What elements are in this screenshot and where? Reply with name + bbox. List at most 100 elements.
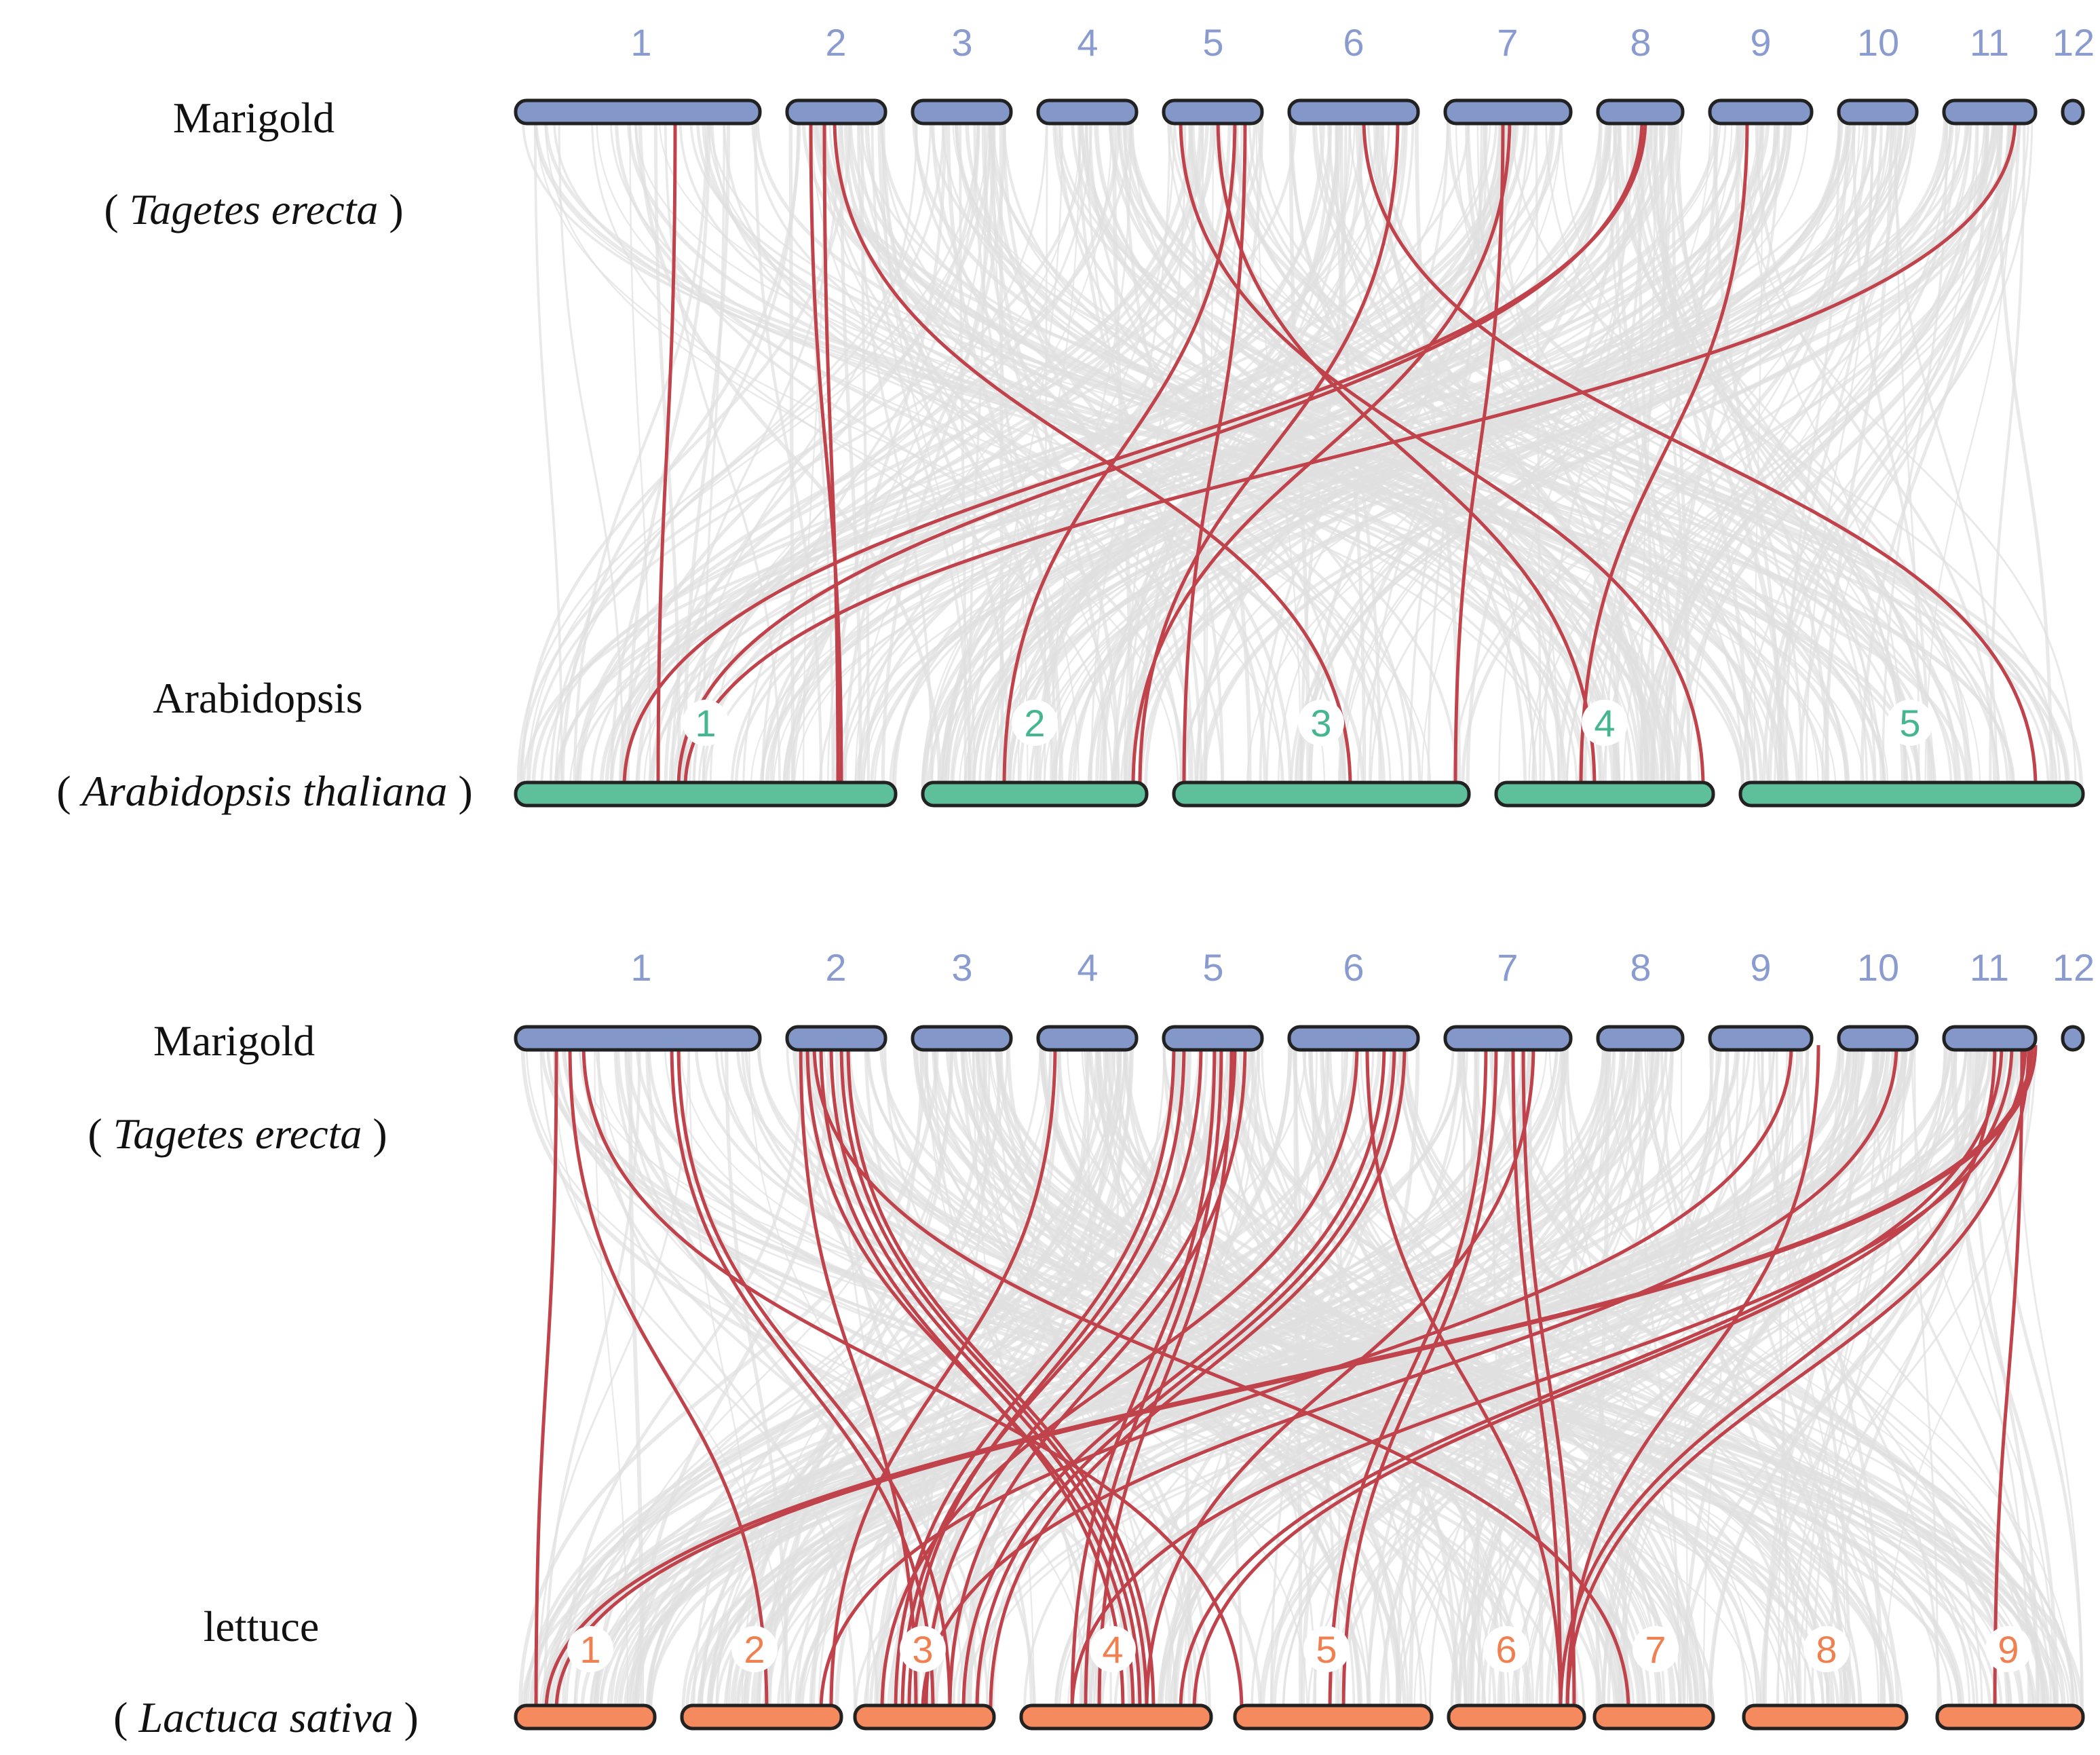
marigold-chromosome-label: 7 bbox=[1497, 21, 1518, 64]
background-link bbox=[693, 118, 1082, 788]
highlighted-synteny-links bbox=[622, 118, 2038, 788]
marigold-chromosome-9 bbox=[1708, 98, 1814, 126]
background-link bbox=[1301, 1044, 1420, 1711]
background-link bbox=[786, 118, 1213, 788]
background-link bbox=[1259, 1044, 1981, 1711]
highlighted-link bbox=[1511, 1044, 1563, 1711]
background-link bbox=[921, 118, 1850, 788]
highlighted-link bbox=[833, 118, 1352, 788]
chromosome-label-backdrop bbox=[567, 1626, 613, 1672]
highlighted-link bbox=[1362, 118, 2038, 788]
background-link bbox=[560, 118, 801, 788]
bottom-chromosome-5 bbox=[1233, 1703, 1434, 1731]
chromosome-label-backdrop bbox=[1803, 1626, 1850, 1672]
highlighted-link bbox=[880, 1044, 1359, 1711]
highlighted-link bbox=[622, 118, 1647, 788]
background-link bbox=[1528, 118, 1860, 788]
marigold-chromosomes: 1 2 3 4 5 6 7 8 9 10 11 12 bbox=[514, 21, 2095, 126]
marigold-chromosome-3 bbox=[911, 1025, 1013, 1052]
chromosome-label-backdrop bbox=[1985, 1626, 2031, 1672]
background-link bbox=[1017, 118, 1081, 788]
background-link bbox=[881, 118, 996, 788]
highlighted-link bbox=[1002, 118, 1237, 788]
bottom-chromosome-label: 1 bbox=[579, 1628, 600, 1671]
background-link bbox=[1294, 118, 1763, 788]
bottom-chromosome-3 bbox=[1172, 780, 1471, 808]
background-link bbox=[1635, 118, 1932, 788]
marigold-chromosome-label: 5 bbox=[1202, 946, 1223, 989]
background-link bbox=[683, 118, 731, 788]
background-link bbox=[539, 1044, 879, 1711]
highlighted-link bbox=[819, 1044, 1125, 1711]
background-link bbox=[1057, 1044, 1497, 1711]
background-link bbox=[1231, 118, 1784, 788]
background-link bbox=[1088, 118, 1347, 788]
marigold-name-label: Marigold bbox=[173, 94, 335, 142]
background-link bbox=[843, 118, 1006, 788]
background-link bbox=[807, 1044, 1033, 1711]
background-link bbox=[1474, 1044, 1825, 1711]
background-link bbox=[1127, 118, 1339, 788]
background-link bbox=[702, 118, 1586, 788]
marigold-chromosome-label: 3 bbox=[951, 21, 972, 64]
bottom-chromosome-label: 5 bbox=[1316, 1628, 1337, 1671]
lettuce-chromosomes: 1 2 3 4 5 6 7 8 9 bbox=[514, 1626, 2085, 1731]
background-link bbox=[1094, 118, 1652, 788]
background-link bbox=[544, 118, 1179, 788]
highlighted-link bbox=[1179, 118, 1705, 788]
background-link bbox=[525, 1044, 1208, 1711]
bottom-chromosome-8 bbox=[1742, 1703, 1909, 1731]
background-link bbox=[1234, 1044, 1506, 1711]
background-link bbox=[1648, 1044, 1848, 1711]
highlighted-link bbox=[1145, 1044, 1535, 1711]
highlighted-link bbox=[534, 1044, 558, 1711]
background-link bbox=[518, 1044, 939, 1711]
background-link bbox=[1803, 1044, 1878, 1711]
highlighted-link bbox=[1070, 1044, 2027, 1711]
highlighted-link bbox=[1182, 118, 1247, 788]
background-link bbox=[996, 1044, 2058, 1711]
bottom-chromosome-label: 2 bbox=[1024, 702, 1045, 744]
background-link bbox=[1465, 1044, 1730, 1711]
marigold-chromosome-1 bbox=[514, 98, 762, 126]
highlighted-link bbox=[568, 1044, 769, 1711]
marigold-chromosome-11 bbox=[1942, 98, 2038, 126]
highlighted-link bbox=[1179, 1044, 2004, 1711]
marigold-chromosome-7 bbox=[1443, 98, 1573, 126]
background-link bbox=[981, 118, 1107, 788]
background-link bbox=[598, 1044, 1091, 1711]
background-link bbox=[1852, 118, 1930, 788]
marigold-chromosome-label: 11 bbox=[1970, 946, 2009, 989]
background-link bbox=[1913, 1044, 1939, 1711]
background-link bbox=[549, 118, 945, 788]
background-link bbox=[1369, 118, 1889, 788]
background-link bbox=[1996, 118, 2053, 788]
background-link bbox=[554, 1044, 1521, 1711]
marigold-chromosome-10 bbox=[1837, 1025, 1919, 1052]
background-link bbox=[1499, 118, 1620, 788]
chromosome-label-backdrop bbox=[731, 1626, 778, 1672]
background-link bbox=[1364, 1044, 1703, 1711]
background-link bbox=[1035, 118, 1343, 788]
marigold-chromosome-3 bbox=[911, 98, 1013, 126]
background-link bbox=[556, 1044, 1371, 1711]
background-link bbox=[1044, 118, 1877, 788]
background-link bbox=[533, 118, 563, 788]
highlighted-link bbox=[1192, 1044, 2014, 1711]
marigold-chromosome-5 bbox=[1162, 98, 1264, 126]
background-link bbox=[1300, 118, 1841, 788]
background-link bbox=[1200, 118, 2002, 788]
background-link bbox=[1052, 118, 1602, 788]
chromosome-label-backdrop bbox=[683, 700, 729, 746]
background-link bbox=[615, 1044, 1263, 1711]
background-link bbox=[892, 118, 1504, 788]
background-link bbox=[1335, 118, 1382, 788]
background-link bbox=[1513, 1044, 1953, 1711]
background-link bbox=[1619, 1044, 1841, 1711]
background-link bbox=[1951, 1044, 2059, 1711]
bottom-chromosome-label: 3 bbox=[1310, 702, 1331, 744]
background-link bbox=[650, 118, 1297, 788]
marigold-chromosome-label: 10 bbox=[1857, 946, 1899, 989]
